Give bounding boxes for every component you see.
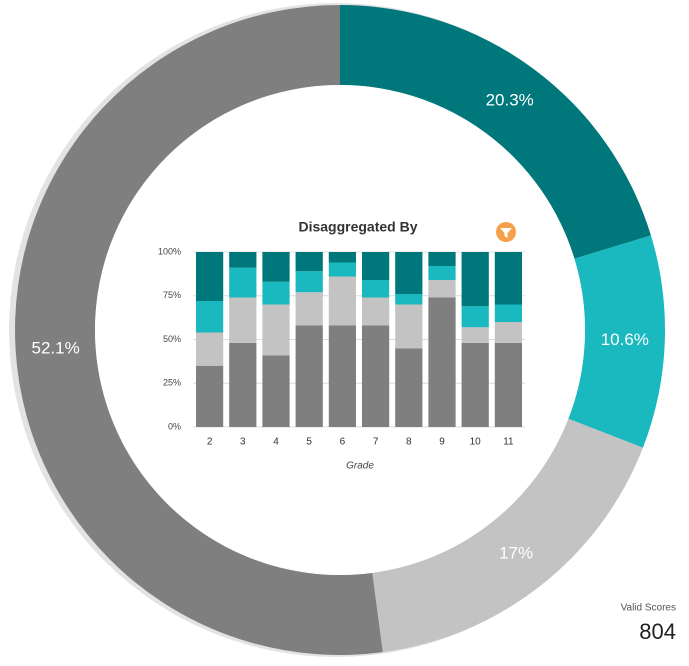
y-tick-label: 25% bbox=[163, 378, 181, 388]
data-label: 52.1% bbox=[32, 338, 80, 357]
donut-segment bbox=[340, 5, 651, 259]
bar-segment bbox=[295, 325, 323, 427]
bar-segment bbox=[461, 252, 489, 307]
y-tick-label: 50% bbox=[163, 334, 181, 344]
bar-segment bbox=[461, 327, 489, 343]
bar-segment bbox=[428, 266, 456, 280]
bar-segment bbox=[195, 365, 224, 427]
bar-segment bbox=[262, 281, 290, 305]
total-label: Valid Scores bbox=[621, 603, 676, 614]
bar-segment bbox=[395, 252, 423, 294]
x-tick-label: 7 bbox=[373, 437, 379, 448]
bar-segment bbox=[328, 262, 357, 277]
bar-segment bbox=[494, 322, 523, 343]
data-label: 20.3% bbox=[486, 91, 534, 110]
donut-segment bbox=[14, 5, 383, 656]
bar-segment bbox=[328, 252, 357, 263]
bar-segment bbox=[494, 304, 523, 322]
donut-segment bbox=[372, 418, 643, 653]
bar-segment bbox=[195, 252, 224, 301]
bar-segment bbox=[262, 355, 290, 427]
bar-segment bbox=[328, 276, 357, 326]
x-tick-label: 5 bbox=[306, 437, 312, 448]
bar-segment bbox=[229, 252, 257, 268]
bar-segment bbox=[428, 252, 456, 266]
bar-segment bbox=[361, 252, 390, 280]
bar-segment bbox=[461, 306, 489, 328]
x-tick-label: 4 bbox=[273, 437, 279, 448]
data-label: 10.6% bbox=[601, 330, 649, 349]
bar-segment bbox=[195, 301, 224, 333]
bar-segment bbox=[328, 325, 357, 427]
data-label: 17% bbox=[499, 544, 533, 563]
bar-segment bbox=[361, 280, 390, 298]
bar-segment bbox=[428, 297, 456, 427]
x-tick-label: 6 bbox=[340, 437, 346, 448]
y-tick-label: 100% bbox=[158, 246, 181, 256]
bar-segment bbox=[229, 297, 257, 343]
bar-segment bbox=[295, 292, 323, 326]
total-value: 804 bbox=[639, 619, 676, 644]
x-tick-label: 9 bbox=[439, 437, 445, 448]
bar-segment bbox=[229, 343, 257, 427]
bar-segment bbox=[395, 294, 423, 305]
y-tick-label: 0% bbox=[168, 421, 181, 431]
bar-segment bbox=[295, 271, 323, 293]
bar-segment bbox=[395, 304, 423, 349]
y-tick-label: 75% bbox=[163, 290, 181, 300]
bar-segment bbox=[295, 252, 323, 272]
x-tick-label: 10 bbox=[470, 437, 482, 448]
bar-segment bbox=[361, 297, 390, 326]
bar-segment bbox=[494, 252, 523, 305]
x-tick-label: 3 bbox=[240, 437, 246, 448]
bar-segment bbox=[428, 280, 456, 298]
filter-icon[interactable] bbox=[500, 228, 512, 238]
bar-segment bbox=[229, 267, 257, 298]
x-tick-label: 8 bbox=[406, 437, 412, 448]
bar-segment bbox=[262, 252, 290, 282]
chart-title: Disaggregated By bbox=[298, 219, 417, 235]
x-axis-label: Grade bbox=[346, 461, 374, 472]
bar-segment bbox=[361, 325, 390, 427]
donut: 20.3% 10.6% 17% 52.1% bbox=[14, 5, 665, 656]
bar-segment bbox=[461, 343, 489, 427]
x-tick-label: 2 bbox=[207, 437, 213, 448]
bar-segment bbox=[494, 343, 523, 427]
bar-segment bbox=[262, 304, 290, 356]
donut-segment bbox=[568, 235, 665, 448]
bar-segment bbox=[195, 332, 224, 366]
bar-segment bbox=[395, 348, 423, 427]
bar-chart: 0% 25% 50% 75% 100% 2 3 4 5 6 7 8 9 10 11 bbox=[158, 246, 525, 448]
x-tick-label: 11 bbox=[503, 437, 514, 448]
